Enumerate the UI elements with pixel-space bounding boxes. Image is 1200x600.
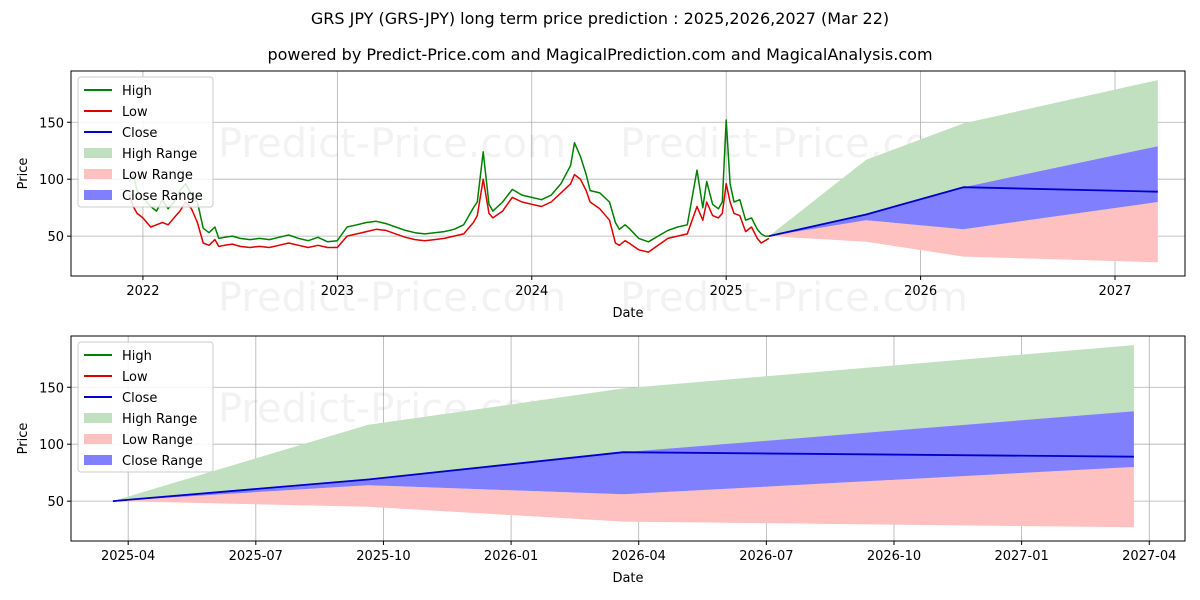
high-range-band	[112, 345, 1134, 502]
close-forecast-line	[112, 451, 1134, 502]
y-tick-label: 100	[39, 438, 64, 453]
legend-label: Low	[122, 370, 148, 385]
watermark-text: Predict-Price.com	[218, 121, 566, 167]
y-tick-label: 50	[47, 230, 64, 245]
x-tick-label: 2026-10	[867, 549, 921, 564]
x-axis-label: Date	[612, 571, 643, 586]
legend-swatch-patch	[84, 190, 112, 200]
legend-swatch-patch	[84, 413, 112, 423]
legend-label: Close Range	[122, 189, 203, 204]
legend-swatch-patch	[84, 455, 112, 465]
legend-label: Low Range	[122, 168, 193, 183]
y-tick-label: 150	[39, 116, 64, 131]
low-price-line	[128, 173, 770, 253]
x-tick-label: 2027	[1098, 284, 1131, 299]
legend-swatch-patch	[84, 169, 112, 179]
low-range-band	[112, 467, 1134, 528]
y-axis-label: Price	[16, 158, 31, 190]
high-range-band	[769, 80, 1158, 237]
legend-label: High Range	[122, 412, 197, 427]
legend-label: High	[122, 349, 152, 364]
x-tick-label: 2025-10	[356, 549, 410, 564]
chart-subtitle: powered by Predict-Price.com and Magical…	[267, 45, 933, 64]
y-tick-label: 50	[47, 495, 64, 510]
legend: High Low Close High Range Low Range Close Ran…	[77, 76, 214, 208]
x-tick-label: 2022	[126, 284, 159, 299]
y-axis-label: Price	[16, 423, 31, 455]
x-tick-label: 2024	[515, 284, 548, 299]
x-tick-label: 2025	[710, 284, 743, 299]
x-tick-label: 2025-07	[229, 549, 283, 564]
legend-label: Close Range	[122, 454, 203, 469]
legend-swatch-patch	[84, 434, 112, 444]
x-tick-label: 2027-04	[1122, 549, 1176, 564]
legend-label: Close	[122, 391, 157, 406]
close-forecast-line	[768, 186, 1158, 237]
chart-panel-2: Predict-Price.comPredict-Price.com2025-0…	[16, 335, 1186, 586]
x-axis-label: Date	[612, 306, 643, 321]
axes-frame	[70, 335, 1186, 542]
x-tick-label: 2026	[904, 284, 937, 299]
chart-title: GRS JPY (GRS-JPY) long term price predic…	[310, 9, 890, 28]
x-tick-label: 2026-04	[612, 549, 666, 564]
high-price-line	[128, 119, 769, 243]
chart-panel-1: Predict-Price.com Predict-Price.com 2022 20…	[16, 70, 1186, 321]
legend-label: High	[122, 84, 152, 99]
watermark-text: Predict-Price.com	[218, 275, 566, 321]
legend: High Low Close High Range Low Range Close Ran…	[77, 341, 214, 473]
close-range-band	[112, 411, 1134, 502]
legend-swatch-patch	[84, 148, 112, 158]
y-tick-label: 150	[39, 381, 64, 396]
x-tick-label: 2023	[321, 284, 354, 299]
axes-frame	[70, 70, 1186, 277]
x-tick-label: 2025-04	[101, 549, 155, 564]
x-tick-label: 2026-07	[739, 549, 793, 564]
watermark-text: Predict-Price.com	[620, 275, 968, 321]
legend-label: Close	[122, 126, 157, 141]
x-tick-label: 2026-01	[484, 549, 538, 564]
low-range-band	[769, 202, 1158, 263]
plot-area	[112, 345, 1134, 528]
legend-label: Low	[122, 105, 148, 120]
close-range-band	[769, 146, 1158, 237]
plot-area	[128, 80, 1158, 263]
legend-label: High Range	[122, 147, 197, 162]
legend-label: Low Range	[122, 433, 193, 448]
x-tick-label: 2027-01	[994, 549, 1048, 564]
y-tick-label: 100	[39, 173, 64, 188]
